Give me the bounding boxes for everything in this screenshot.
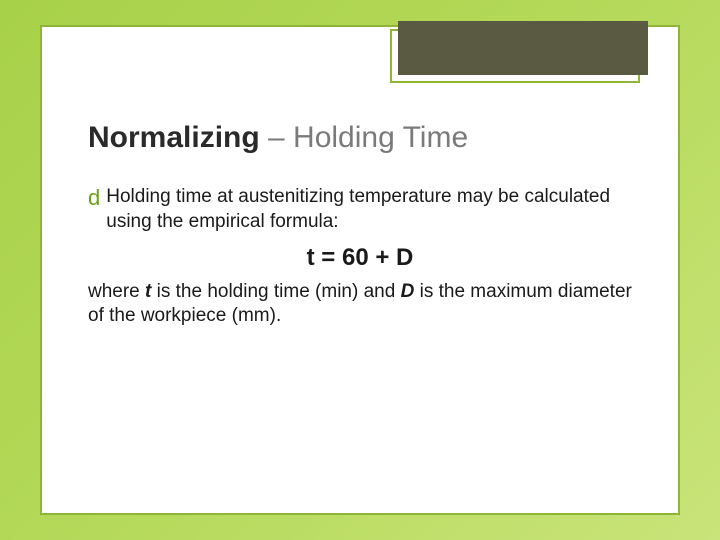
formula: t = 60 + D <box>88 242 632 273</box>
bullet-item: d Holding time at austenitizing temperat… <box>88 185 632 234</box>
corner-fill <box>398 21 648 75</box>
flourish-icon: d <box>88 185 100 210</box>
slide-panel: Normalizing – Holding Time d Holding tim… <box>40 25 680 515</box>
title-light: Holding Time <box>293 121 468 154</box>
corner-decoration <box>398 21 648 77</box>
where-var-d: D <box>401 281 415 302</box>
slide-title: Normalizing – Holding Time <box>88 121 632 155</box>
title-bold: Normalizing <box>88 121 260 154</box>
body-content: d Holding time at austenitizing temperat… <box>88 185 632 329</box>
where-mid: is the holding time (min) and <box>151 281 400 302</box>
bullet-text: Holding time at austenitizing temperatur… <box>106 185 632 234</box>
where-line: where t is the holding time (min) and D … <box>88 280 632 329</box>
title-separator: – <box>260 121 293 154</box>
where-prefix: where <box>88 281 145 302</box>
